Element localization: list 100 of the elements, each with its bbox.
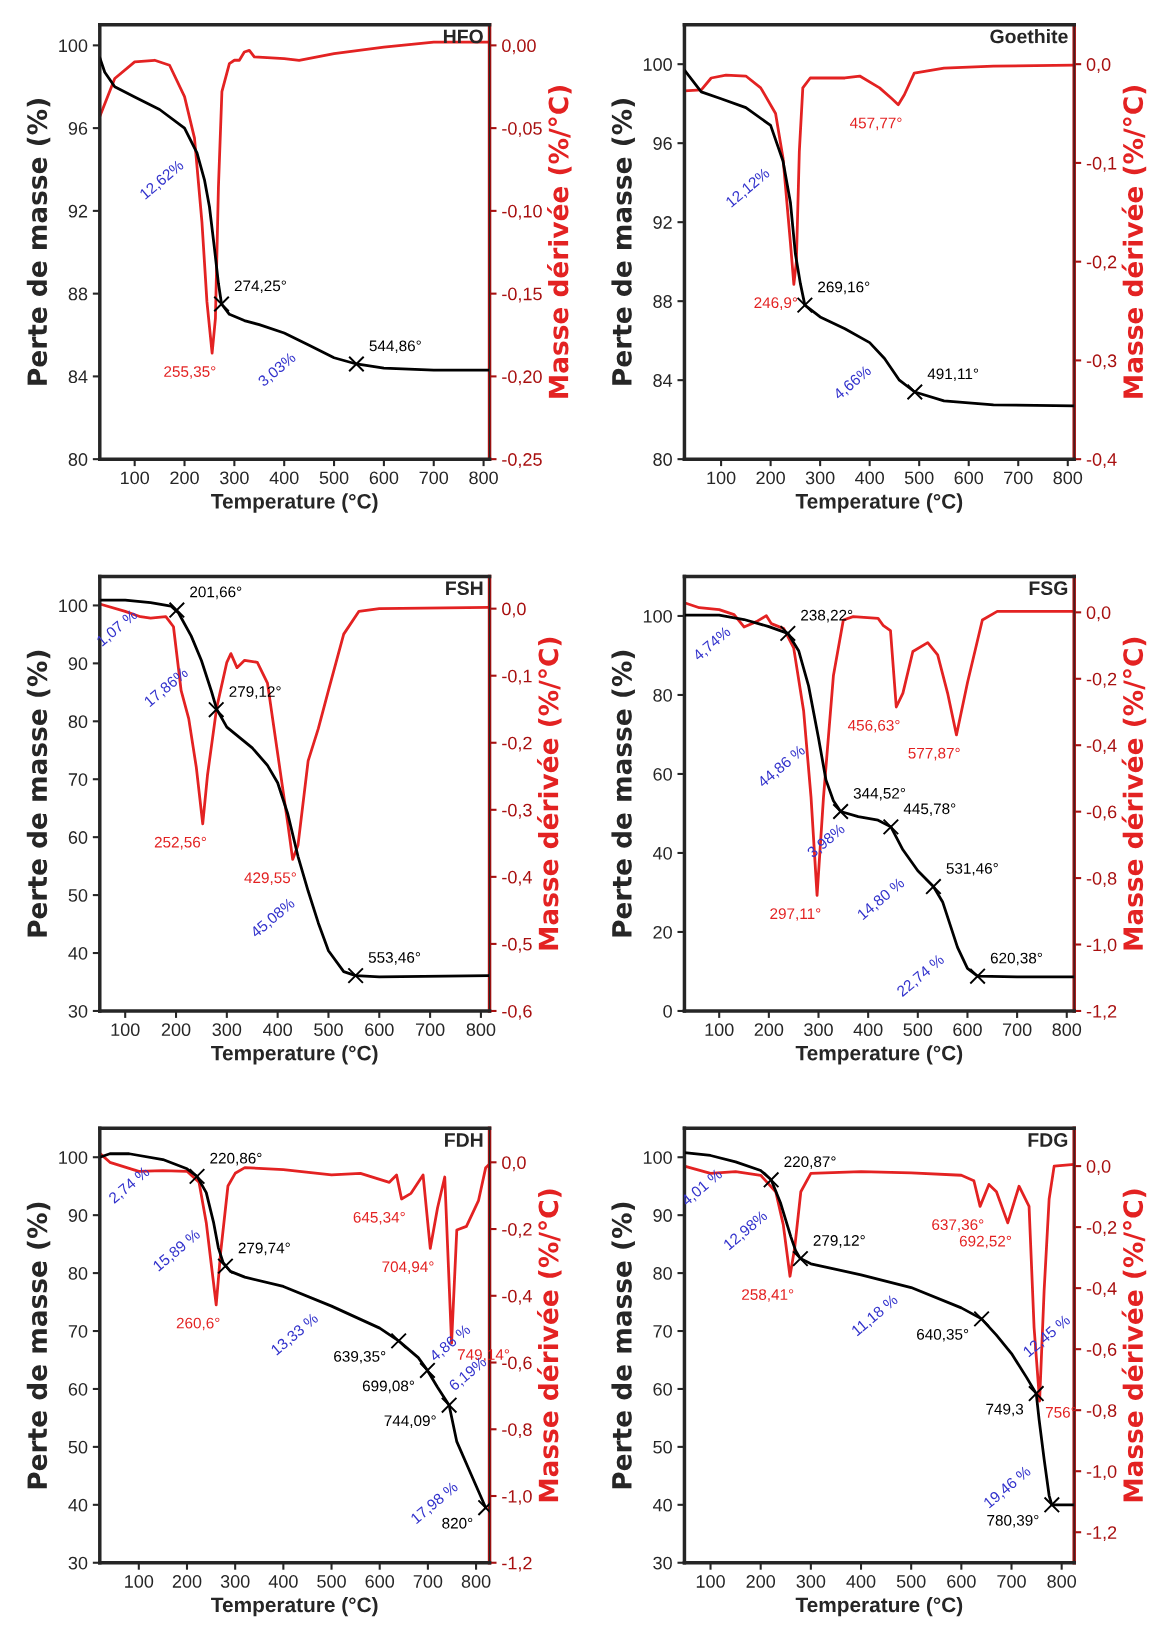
y2-tick-label: -0,10 xyxy=(502,204,542,220)
point xyxy=(217,1257,234,1275)
x-tick-label: 700 xyxy=(413,1575,443,1588)
annotation: 457,77° xyxy=(849,117,902,131)
point xyxy=(973,1310,990,1328)
x-tick-label: 800 xyxy=(461,1575,491,1588)
y-tick-label: 60 xyxy=(653,767,672,781)
y-tick-label: 92 xyxy=(68,204,88,218)
y2-axis-title: Masse dérivée (%/°C) xyxy=(547,86,572,398)
x-tick-label: 400 xyxy=(269,471,299,485)
y-tick-label: 100 xyxy=(643,1151,672,1164)
y2-tick-label: -0,8 xyxy=(1086,1404,1117,1420)
x-tick-label: 400 xyxy=(855,471,885,485)
y2-tick-label: 0,00 xyxy=(502,39,536,55)
y-axis-title: Perte de masse (%) xyxy=(26,99,51,385)
y2-axis-title: Masse dérivée (%/°C) xyxy=(1121,637,1147,950)
annotation: 297,11° xyxy=(770,908,821,921)
y2-tick-label: -0,3 xyxy=(1086,354,1117,370)
y-tick-label: 100 xyxy=(59,39,88,53)
x-tick-label: 100 xyxy=(111,1023,140,1037)
y-tick-label: 60 xyxy=(653,1382,672,1396)
y-axis-title: Perte de masse (%) xyxy=(26,650,51,937)
x-tick-label: 800 xyxy=(469,471,498,485)
y-tick-label: 50 xyxy=(68,1440,88,1454)
annotation: 645,34° xyxy=(353,1211,405,1225)
y-tick-label: 96 xyxy=(68,122,88,135)
x-tick-label: 800 xyxy=(466,1023,496,1037)
point xyxy=(882,818,900,836)
annotation: 429,55° xyxy=(244,872,296,885)
y2-tick-label: -0,6 xyxy=(1086,805,1117,821)
x-tick-label: 700 xyxy=(997,1575,1026,1588)
y-tick-label: 30 xyxy=(68,1004,88,1018)
y-tick-label: 80 xyxy=(653,1267,672,1280)
x-tick-label: 600 xyxy=(947,1575,976,1588)
y-tick-label: 70 xyxy=(653,1324,672,1338)
x-tick-label: 100 xyxy=(121,471,150,485)
x-tick-label: 700 xyxy=(419,471,449,485)
y-tick-label: 60 xyxy=(68,831,88,844)
x-tick-label: 500 xyxy=(904,471,934,485)
annotation: 260,6° xyxy=(176,1317,220,1331)
y2-axis-title: Masse dérivée (%/°C) xyxy=(536,1189,562,1502)
x-axis-title: Temperature (°C) xyxy=(211,493,378,513)
chart-title: HFO xyxy=(443,29,483,44)
x-tick-label: 100 xyxy=(707,471,736,485)
x-tick-label: 300 xyxy=(796,1575,826,1588)
y2-tick-label: -1,2 xyxy=(1086,1526,1117,1542)
y-tick-label: 96 xyxy=(653,137,672,150)
annotation: 699,08° xyxy=(362,1380,415,1394)
y-tick-label: 70 xyxy=(68,1324,88,1338)
annotation: 344,52° xyxy=(853,787,906,801)
y2-tick-label: -0,2 xyxy=(1086,672,1117,688)
y-tick-label: 60 xyxy=(68,1382,88,1396)
point xyxy=(207,701,225,718)
x-tick-label: 200 xyxy=(161,1023,191,1037)
y2-tick-label: 0,0 xyxy=(502,1156,526,1172)
point xyxy=(969,967,986,985)
x-tick-label: 700 xyxy=(1004,471,1033,485)
x-tick-label: 300 xyxy=(219,471,249,485)
chart-title: Goethite xyxy=(990,29,1068,44)
x-axis-title: Temperature (°C) xyxy=(211,1596,378,1617)
y-tick-label: 100 xyxy=(59,1151,88,1164)
point xyxy=(390,1332,407,1350)
x-axis-title: Temperature (°C) xyxy=(795,1596,963,1617)
line-series xyxy=(684,68,1075,408)
x-tick-label: 400 xyxy=(846,1575,876,1588)
y2-tick-label: 0,0 xyxy=(1086,1160,1111,1175)
x-tick-label: 600 xyxy=(369,471,399,485)
y2-tick-label: -0,05 xyxy=(502,122,542,137)
annotation: 279,12° xyxy=(813,1235,865,1248)
y2-tick-label: -1,0 xyxy=(502,1489,532,1505)
annotation: 269,16° xyxy=(818,281,870,295)
y2-tick-label: -0,1 xyxy=(502,669,532,685)
y2-tick-label: 0,0 xyxy=(502,602,526,618)
chart-title: FDH xyxy=(445,1133,483,1147)
annotation: 445,78° xyxy=(903,803,956,816)
annotation: 4,01 % xyxy=(680,1168,725,1208)
y-tick-label: 100 xyxy=(59,599,88,613)
annotation: 456,63° xyxy=(847,719,900,733)
x-tick-label: 500 xyxy=(903,1023,933,1037)
point xyxy=(779,625,797,642)
y2-tick-label: -0,4 xyxy=(1086,453,1117,469)
x-tick-label: 600 xyxy=(954,471,984,485)
y-tick-label: 80 xyxy=(653,688,672,702)
y-tick-label: 80 xyxy=(653,453,672,466)
y2-axis-title: Masse dérivée (%/°C) xyxy=(536,637,562,950)
point xyxy=(347,967,364,984)
x-tick-label: 600 xyxy=(365,1575,395,1588)
annotation: 491,11° xyxy=(927,368,979,382)
annotation: 252,56° xyxy=(154,836,206,850)
x-axis-title: Temperature (°C) xyxy=(795,493,963,513)
y2-tick-label: -0,2 xyxy=(502,1222,532,1238)
point xyxy=(792,1250,809,1267)
annotation: 220,87° xyxy=(784,1156,836,1169)
x-tick-label: 500 xyxy=(319,471,349,485)
y2-tick-label: -0,4 xyxy=(502,870,532,886)
y-tick-label: 90 xyxy=(68,657,88,671)
y-tick-label: 40 xyxy=(68,946,88,960)
x-tick-label: 200 xyxy=(746,1575,776,1588)
annotation: 274,25° xyxy=(234,280,286,294)
y-tick-label: 30 xyxy=(68,1556,88,1570)
